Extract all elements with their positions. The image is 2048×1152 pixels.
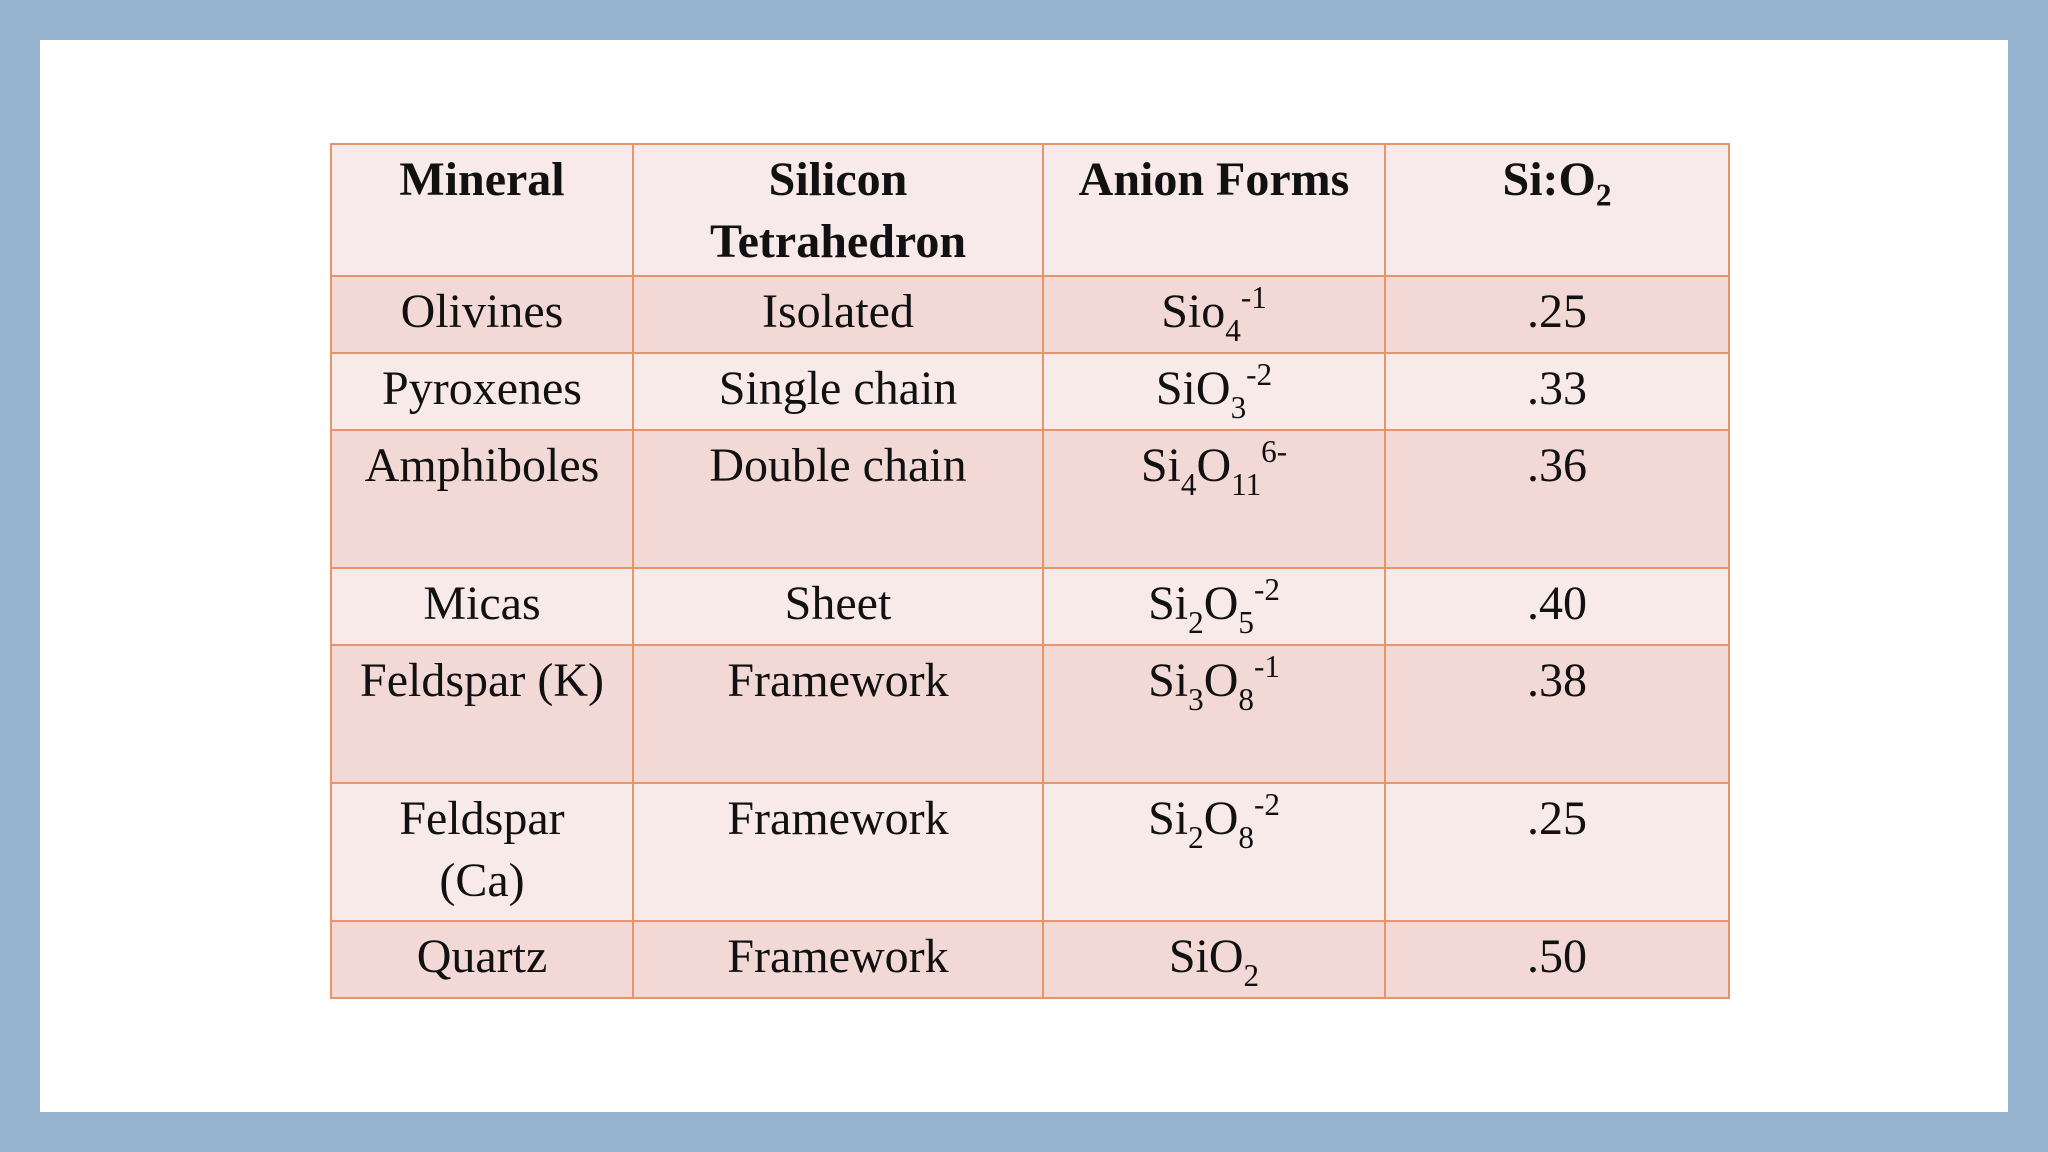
formula-part: 8 [1238,681,1254,717]
cell-anion-formula: Si2O8-2 [1042,782,1386,922]
cell-mineral: Pyroxenes [330,352,634,431]
table-row: Micas Sheet Si2O5-2 .40 [330,567,1730,646]
formula-part: 4 [1180,466,1197,502]
cell-ratio: .33 [1384,352,1730,431]
cell-anion-formula: Si4O116- [1042,429,1386,569]
formula-part: 2 [1188,604,1204,640]
formula-part: 3 [1230,389,1247,425]
formula-part: 3 [1188,681,1204,717]
formula-part: Si [1148,792,1189,845]
formula-part: -2 [1246,357,1273,393]
table-row: Feldspar (Ca) Framework Si2O8-2 .25 [330,782,1730,922]
cell-tetrahedron: Sheet [632,567,1044,646]
formula-part: O [1196,439,1232,492]
cell-anion-formula: Sio4-1 [1042,275,1386,354]
cell-mineral: Amphiboles [330,429,634,569]
table-row: Feldspar (K) Framework Si3O8-1 .38 [330,644,1730,784]
formula-part: 11 [1231,466,1262,502]
cell-mineral: Micas [330,567,634,646]
formula-part: -1 [1253,649,1280,685]
cell-mineral: Quartz [330,920,634,999]
formula-part: O [1203,654,1239,707]
formula-part: 2 [1188,819,1204,855]
cell-ratio: .25 [1384,275,1730,354]
formula-part: 6- [1261,434,1288,470]
table-row: Olivines Isolated Sio4-1 .25 [330,275,1730,354]
cell-anion-formula: Si3O8-1 [1042,644,1386,784]
formula-part: 8 [1238,819,1254,855]
header-si-o2-ratio: Si:O2 [1384,143,1730,277]
cell-tetrahedron: Framework [632,920,1044,999]
formula-part: Si [1148,654,1189,707]
formula-part: SiO [1168,930,1244,983]
header-anion-forms: Anion Forms [1042,143,1386,277]
table-row: Quartz Framework SiO2 .50 [330,920,1730,999]
cell-anion-formula: Si2O5-2 [1042,567,1386,646]
cell-mineral: Feldspar (K) [330,644,634,784]
header-mineral: Mineral [330,143,634,277]
cell-tetrahedron: Framework [632,782,1044,922]
cell-ratio: .25 [1384,782,1730,922]
cell-ratio: .40 [1384,567,1730,646]
formula-part: Si [1148,577,1189,630]
formula-part: -2 [1253,572,1280,608]
cell-ratio: .50 [1384,920,1730,999]
formula-part: O [1203,577,1239,630]
table-row: Pyroxenes Single chain SiO3-2 .33 [330,352,1730,431]
header-silicon-tetrahedron: Silicon Tetrahedron [632,143,1044,277]
formula-part: 4 [1225,312,1241,348]
cell-anion-formula: SiO2 [1042,920,1386,999]
cell-tetrahedron: Isolated [632,275,1044,354]
table-header-row: Mineral Silicon Tetrahedron Anion Forms … [330,143,1730,277]
formula-part: Sio [1161,285,1226,338]
formula-part: SiO [1155,362,1231,415]
cell-ratio: .38 [1384,644,1730,784]
cell-tetrahedron: Framework [632,644,1044,784]
formula-part: -2 [1253,787,1280,823]
formula-part: Si [1140,439,1181,492]
table-row: Amphiboles Double chain Si4O116- .36 [330,429,1730,569]
formula-part: -1 [1240,280,1267,316]
cell-ratio: .36 [1384,429,1730,569]
cell-anion-formula: SiO3-2 [1042,352,1386,431]
formula-part: 2 [1243,957,1260,993]
formula-part: 5 [1238,604,1254,640]
cell-mineral: Feldspar (Ca) [330,782,634,922]
cell-mineral: Olivines [330,275,634,354]
formula-part: O [1203,792,1239,845]
slide: Mineral Silicon Tetrahedron Anion Forms … [40,40,2008,1112]
cell-tetrahedron: Double chain [632,429,1044,569]
cell-tetrahedron: Single chain [632,352,1044,431]
minerals-table: Mineral Silicon Tetrahedron Anion Forms … [330,143,1730,999]
